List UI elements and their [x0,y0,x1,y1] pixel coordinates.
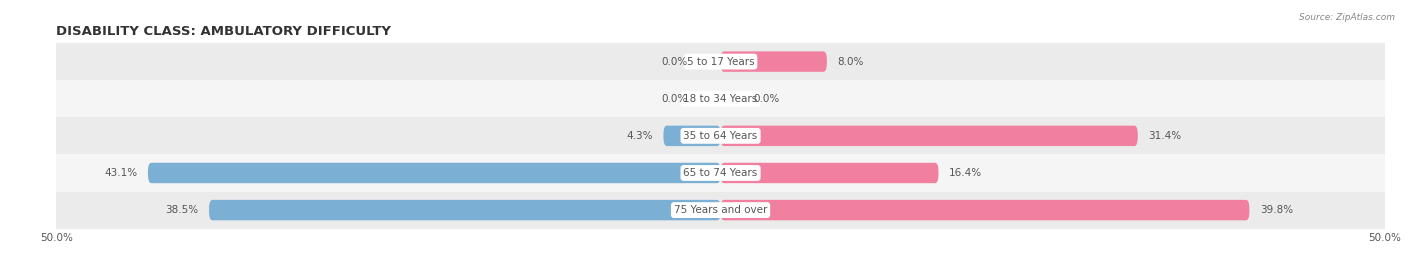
Text: 18 to 34 Years: 18 to 34 Years [683,94,758,104]
FancyBboxPatch shape [664,126,721,146]
FancyBboxPatch shape [56,80,1385,117]
Text: 0.0%: 0.0% [661,56,688,67]
Text: 8.0%: 8.0% [838,56,863,67]
FancyBboxPatch shape [209,200,721,220]
Text: 38.5%: 38.5% [166,205,198,215]
FancyBboxPatch shape [56,43,1385,80]
FancyBboxPatch shape [56,117,1385,154]
FancyBboxPatch shape [721,126,1137,146]
Text: Source: ZipAtlas.com: Source: ZipAtlas.com [1299,13,1395,22]
FancyBboxPatch shape [148,163,721,183]
FancyBboxPatch shape [721,163,938,183]
FancyBboxPatch shape [56,154,1385,192]
Text: 35 to 64 Years: 35 to 64 Years [683,131,758,141]
Text: DISABILITY CLASS: AMBULATORY DIFFICULTY: DISABILITY CLASS: AMBULATORY DIFFICULTY [56,25,391,38]
Text: 4.3%: 4.3% [626,131,652,141]
Text: 65 to 74 Years: 65 to 74 Years [683,168,758,178]
Text: 0.0%: 0.0% [661,94,688,104]
FancyBboxPatch shape [721,51,827,72]
Text: 43.1%: 43.1% [104,168,138,178]
Text: 75 Years and over: 75 Years and over [673,205,768,215]
FancyBboxPatch shape [56,192,1385,229]
FancyBboxPatch shape [721,200,1250,220]
Text: 5 to 17 Years: 5 to 17 Years [686,56,755,67]
Text: 39.8%: 39.8% [1260,205,1294,215]
Text: 0.0%: 0.0% [754,94,780,104]
Text: 16.4%: 16.4% [949,168,983,178]
Text: 31.4%: 31.4% [1149,131,1181,141]
